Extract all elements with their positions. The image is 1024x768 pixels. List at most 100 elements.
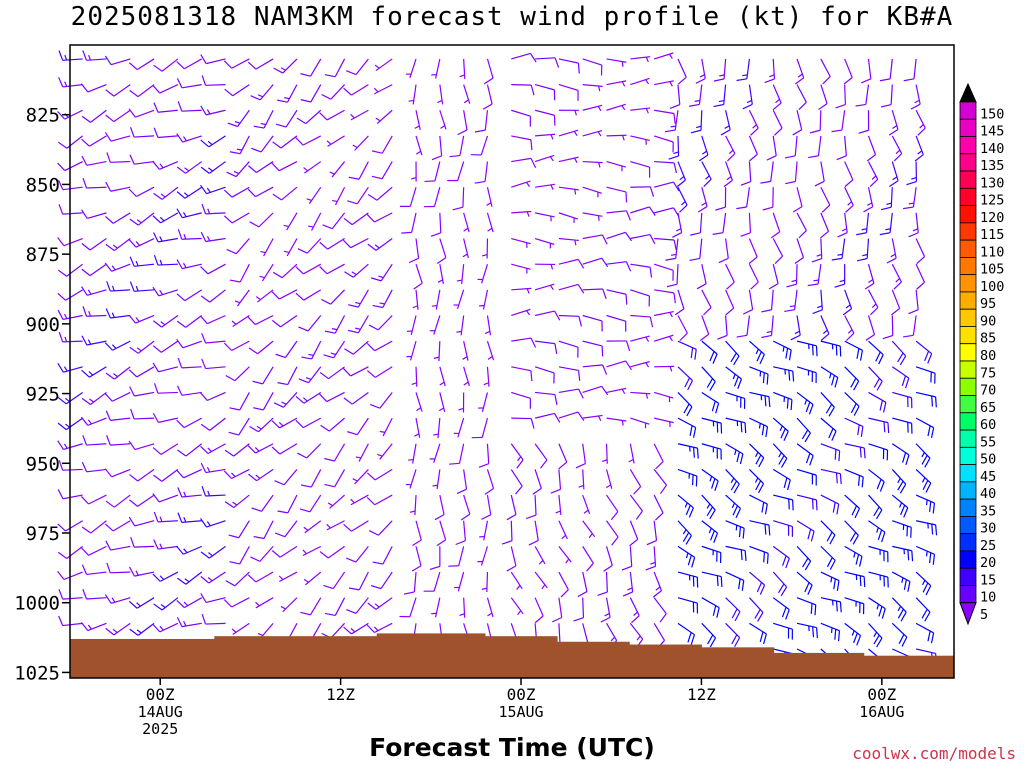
wind-barb <box>629 494 643 520</box>
wind-barb <box>748 263 759 290</box>
wind-barb <box>511 83 535 96</box>
wind-barb <box>653 494 664 521</box>
wind-barb <box>768 264 779 290</box>
wind-barb <box>346 597 369 614</box>
wind-barb <box>319 391 345 403</box>
colorbar-swatch <box>959 464 977 483</box>
wind-barb <box>891 597 907 622</box>
wind-barb <box>867 161 879 188</box>
wind-barb <box>324 597 346 617</box>
wind-barb <box>152 571 179 582</box>
wind-barb <box>725 571 745 591</box>
wind-barb <box>582 257 609 268</box>
wind-barb <box>796 212 807 239</box>
wind-barb <box>915 494 936 514</box>
wind-barb <box>796 443 814 466</box>
wind-barb <box>366 212 393 223</box>
wind-barb <box>701 391 720 414</box>
wind-barb <box>820 494 840 515</box>
wind-barb <box>672 212 683 238</box>
colorbar-swatch <box>959 136 977 155</box>
colorbar-label: 130 <box>980 175 1004 191</box>
wind-barb <box>321 289 346 305</box>
wind-barb <box>298 366 322 384</box>
wind-barb <box>908 212 919 238</box>
wind-barb <box>892 520 912 538</box>
colorbar-label: 35 <box>980 503 996 519</box>
wind-barb <box>414 110 421 130</box>
wind-barb <box>463 212 470 233</box>
wind-barb <box>413 263 423 290</box>
wind-barb <box>448 546 465 567</box>
wind-barb <box>224 212 250 224</box>
wind-barb <box>81 109 107 123</box>
wind-barb <box>654 207 680 218</box>
wind-barb <box>915 571 932 596</box>
wind-barb <box>915 417 935 439</box>
wind-barb <box>438 392 446 412</box>
wind-barb <box>347 186 369 205</box>
wind-barb <box>764 58 776 84</box>
wind-barb <box>677 494 694 518</box>
wind-barb <box>701 289 712 316</box>
wind-barb <box>748 443 765 468</box>
wind-barb <box>274 520 298 538</box>
wind-barb <box>701 494 716 520</box>
wind-barb <box>773 391 793 411</box>
wind-barb <box>725 366 743 389</box>
wind-barb <box>879 212 893 236</box>
wind-barb <box>470 135 489 156</box>
y-tick-label: 975 <box>26 523 60 545</box>
wind-barb <box>130 537 155 548</box>
wind-barb <box>272 186 298 201</box>
colorbar-top-arrow <box>959 82 977 103</box>
wind-barb <box>742 289 754 315</box>
wind-barb <box>880 187 893 211</box>
wind-barb <box>176 338 202 349</box>
wind-barb <box>81 286 107 296</box>
wind-barb <box>696 264 707 290</box>
wind-barb <box>80 494 107 505</box>
wind-barb <box>455 520 466 546</box>
wind-barb <box>892 571 911 592</box>
wind-barb <box>271 161 298 172</box>
wind-barb <box>344 340 369 355</box>
wind-barb <box>818 84 828 111</box>
wind-barb <box>725 417 747 434</box>
wind-barb <box>373 84 393 95</box>
x-tick-label: 16AUG <box>859 703 904 721</box>
wind-barb <box>201 613 226 625</box>
wind-barb <box>820 340 842 357</box>
wind-barb <box>324 469 346 488</box>
x-axis-title: Forecast Time (UTC) <box>369 733 655 762</box>
wind-barb <box>654 181 680 192</box>
wind-barb <box>332 186 346 206</box>
wind-barb <box>200 571 226 584</box>
wind-barb <box>534 154 555 163</box>
wind-barb <box>725 135 736 162</box>
wind-barb <box>57 520 83 532</box>
wind-barb <box>630 361 650 368</box>
wind-barb <box>582 314 603 332</box>
wind-barb <box>201 203 226 215</box>
wind-barb <box>582 288 607 300</box>
wind-barb <box>903 58 917 82</box>
wind-barb <box>879 58 893 82</box>
wind-barb <box>772 443 788 468</box>
wind-barb <box>274 469 298 486</box>
wind-barb <box>200 443 226 455</box>
wind-barb <box>453 417 465 438</box>
wind-barb <box>843 58 853 85</box>
wind-barb <box>462 238 469 259</box>
wind-barb <box>299 494 322 513</box>
wind-barb <box>401 212 417 234</box>
wind-barb <box>329 161 346 178</box>
wind-barb <box>350 494 369 506</box>
wind-barb <box>772 84 782 111</box>
wind-barb <box>58 179 83 191</box>
surface-block <box>863 655 955 678</box>
colorbar-swatch <box>959 170 977 189</box>
wind-barb <box>606 210 632 221</box>
wind-barb <box>511 337 537 348</box>
wind-barb <box>715 187 727 211</box>
